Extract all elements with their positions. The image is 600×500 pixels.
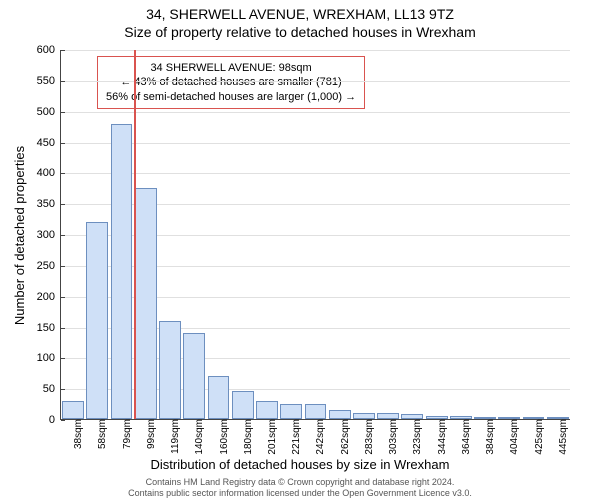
y-tick-label: 150 xyxy=(37,322,61,334)
bar-slot: 119sqm xyxy=(158,50,182,419)
x-tick-label: 404sqm xyxy=(505,419,520,455)
histogram-bar xyxy=(135,188,157,419)
y-tick-label: 550 xyxy=(37,75,61,87)
bar-slot: 262sqm xyxy=(328,50,352,419)
y-axis-label: Number of detached properties xyxy=(13,145,28,324)
y-tick-label: 500 xyxy=(37,106,61,118)
bar-slot: 38sqm xyxy=(61,50,85,419)
title-subtitle: Size of property relative to detached ho… xyxy=(0,24,600,42)
bar-slot: 242sqm xyxy=(303,50,327,419)
y-tick-label: 100 xyxy=(37,352,61,364)
x-tick-label: 119sqm xyxy=(166,419,181,454)
x-tick-label: 201sqm xyxy=(263,419,278,455)
attribution-line-2: Contains public sector information licen… xyxy=(0,488,600,498)
bar-slot: 160sqm xyxy=(206,50,230,419)
bar-slot: 180sqm xyxy=(231,50,255,419)
bar-slot: 323sqm xyxy=(400,50,424,419)
x-tick-label: 242sqm xyxy=(311,419,326,455)
histogram-bar xyxy=(329,410,351,419)
x-tick-label: 344sqm xyxy=(433,419,448,455)
bar-slot: 425sqm xyxy=(521,50,545,419)
x-tick-label: 445sqm xyxy=(554,419,569,455)
x-tick-label: 384sqm xyxy=(481,419,496,455)
bar-slot: 99sqm xyxy=(134,50,158,419)
bar-slot: 283sqm xyxy=(352,50,376,419)
histogram-bar xyxy=(256,401,278,419)
histogram-bar xyxy=(62,401,84,419)
bar-slot: 445sqm xyxy=(546,50,570,419)
x-tick-label: 303sqm xyxy=(384,419,399,455)
chart-title-block: 34, SHERWELL AVENUE, WREXHAM, LL13 9TZ S… xyxy=(0,0,600,41)
x-tick-label: 283sqm xyxy=(360,419,375,455)
y-tick-label: 0 xyxy=(49,414,61,426)
histogram-bar xyxy=(305,404,327,419)
histogram-bar xyxy=(280,404,302,419)
histogram-bar xyxy=(183,333,205,419)
bar-slot: 201sqm xyxy=(255,50,279,419)
histogram-bar xyxy=(232,391,254,419)
x-axis-label: Distribution of detached houses by size … xyxy=(0,457,600,472)
y-tick-label: 250 xyxy=(37,260,61,272)
bars-container: 38sqm58sqm79sqm99sqm119sqm140sqm160sqm18… xyxy=(61,50,570,419)
bar-slot: 384sqm xyxy=(473,50,497,419)
bar-slot: 364sqm xyxy=(449,50,473,419)
y-tick-label: 350 xyxy=(37,198,61,210)
plot-area: 34 SHERWELL AVENUE: 98sqm ← 43% of detac… xyxy=(60,50,570,420)
x-tick-label: 38sqm xyxy=(69,419,84,449)
bar-slot: 140sqm xyxy=(182,50,206,419)
x-tick-label: 79sqm xyxy=(118,419,133,449)
x-tick-label: 364sqm xyxy=(457,419,472,455)
x-tick-label: 140sqm xyxy=(190,419,205,455)
bar-slot: 344sqm xyxy=(425,50,449,419)
title-address: 34, SHERWELL AVENUE, WREXHAM, LL13 9TZ xyxy=(0,6,600,24)
x-tick-label: 180sqm xyxy=(239,419,254,455)
bar-slot: 404sqm xyxy=(497,50,521,419)
histogram-bar xyxy=(159,321,181,419)
x-tick-label: 221sqm xyxy=(287,419,302,455)
bar-slot: 221sqm xyxy=(279,50,303,419)
x-tick-label: 160sqm xyxy=(215,419,230,455)
bar-slot: 58sqm xyxy=(85,50,109,419)
x-tick-label: 425sqm xyxy=(530,419,545,455)
y-tick-label: 50 xyxy=(43,383,61,395)
x-tick-label: 262sqm xyxy=(336,419,351,455)
y-tick-label: 200 xyxy=(37,291,61,303)
y-tick-label: 400 xyxy=(37,167,61,179)
x-tick-label: 323sqm xyxy=(408,419,423,455)
bar-slot: 303sqm xyxy=(376,50,400,419)
histogram-bar xyxy=(111,124,133,419)
attribution-line-1: Contains HM Land Registry data © Crown c… xyxy=(0,477,600,487)
x-tick-label: 99sqm xyxy=(142,419,157,449)
y-tick-label: 300 xyxy=(37,229,61,241)
x-tick-label: 58sqm xyxy=(93,419,108,449)
y-tick-label: 450 xyxy=(37,137,61,149)
histogram-bar xyxy=(86,222,108,419)
y-axis-label-wrap: Number of detached properties xyxy=(10,50,30,420)
bar-slot: 79sqm xyxy=(109,50,133,419)
y-tick-label: 600 xyxy=(37,44,61,56)
property-marker-line xyxy=(134,50,136,419)
histogram-bar xyxy=(208,376,230,419)
attribution-block: Contains HM Land Registry data © Crown c… xyxy=(0,477,600,498)
